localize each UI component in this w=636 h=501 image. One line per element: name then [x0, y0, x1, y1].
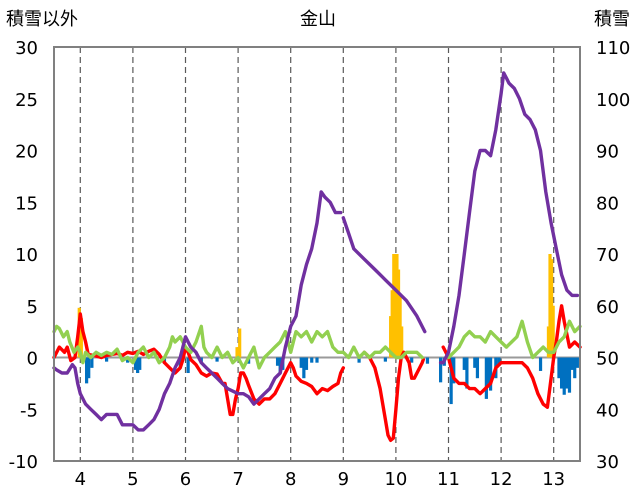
bar [567, 357, 572, 393]
bar [570, 357, 574, 370]
x-tick-label: 11 [437, 469, 460, 490]
plot-frame [53, 46, 581, 462]
y-left-tick-label: 20 [15, 142, 38, 163]
bar [235, 347, 239, 358]
bar [238, 328, 242, 358]
bar [551, 305, 555, 358]
bar [562, 357, 566, 395]
bar [275, 357, 280, 366]
y-left-tick-label: 15 [15, 193, 38, 214]
y-right-tick-label: 110 [596, 38, 630, 59]
bar [310, 357, 314, 363]
x-tick-label: 7 [232, 469, 243, 490]
bar [215, 357, 219, 362]
y-left-tick-label: 5 [27, 297, 38, 318]
bar [105, 357, 109, 362]
y-left-tick-label: -5 [20, 400, 38, 421]
bar [486, 357, 491, 384]
bar [488, 357, 493, 391]
grid [54, 47, 580, 461]
bar [449, 357, 453, 405]
x-tick-label: 8 [285, 469, 296, 490]
bar [410, 357, 414, 363]
bar [299, 357, 303, 368]
bar [538, 357, 543, 371]
y-left-tick-label: 30 [15, 38, 38, 59]
bar-series [77, 254, 579, 405]
bar [452, 357, 456, 384]
x-tick-label: 9 [338, 469, 349, 490]
y-left-tick-label: 0 [27, 349, 38, 370]
y-right-tick-label: 90 [596, 142, 619, 163]
bar [186, 357, 190, 374]
series-line [446, 319, 582, 360]
y-left-tick-label: -10 [9, 452, 38, 473]
line-series [52, 71, 582, 442]
tick-labels: -10 -5 0 5 10 15 20 25 30 30 40 50 60 70 80 90 100 110 4 5 6… [9, 38, 631, 490]
right-axis-label: 積雪 [594, 9, 630, 30]
x-tick-label: 4 [75, 469, 86, 490]
y-right-tick-label: 30 [596, 452, 619, 473]
bar [90, 357, 94, 368]
bar [425, 357, 430, 364]
y-right-tick-label: 40 [596, 400, 619, 421]
y-right-tick-label: 100 [596, 90, 630, 111]
series-line [52, 324, 424, 370]
bar [133, 357, 138, 370]
bar [559, 357, 564, 389]
chart-title: 金山 [300, 9, 336, 30]
series-line [438, 71, 580, 365]
y-left-tick-label: 25 [15, 90, 38, 111]
bar [304, 357, 309, 370]
bar [302, 357, 306, 379]
y-right-tick-label: 80 [596, 193, 619, 214]
bar [565, 357, 569, 389]
bar [439, 357, 443, 383]
x-tick-label: 13 [542, 469, 565, 490]
bar [315, 357, 319, 363]
series-line [52, 190, 343, 432]
bar [497, 357, 501, 366]
bar [573, 357, 577, 379]
x-tick-label: 12 [490, 469, 513, 490]
series-line [341, 216, 427, 334]
bar [126, 357, 130, 363]
x-tick-label: 5 [127, 469, 138, 490]
y-left-tick-label: 10 [15, 245, 38, 266]
bar [473, 357, 477, 368]
bar [85, 357, 89, 384]
y-right-tick-label: 70 [596, 245, 619, 266]
bar [357, 357, 361, 363]
y-right-tick-label: 50 [596, 349, 619, 370]
x-tick-label: 6 [180, 469, 191, 490]
bar [136, 357, 140, 374]
bar [557, 357, 561, 379]
bar [465, 357, 469, 389]
bar [462, 357, 466, 370]
bar [400, 326, 404, 358]
bar [87, 357, 91, 379]
x-tick-label: 10 [384, 469, 407, 490]
bar [138, 357, 142, 370]
bar [575, 357, 579, 368]
series-line [441, 304, 582, 409]
series-line [362, 350, 425, 442]
left-axis-label: 積雪以外 [6, 9, 78, 30]
bar [484, 357, 488, 399]
bar [383, 357, 387, 362]
y-right-tick-label: 60 [596, 297, 619, 318]
bar [79, 318, 83, 358]
bar [475, 357, 480, 379]
